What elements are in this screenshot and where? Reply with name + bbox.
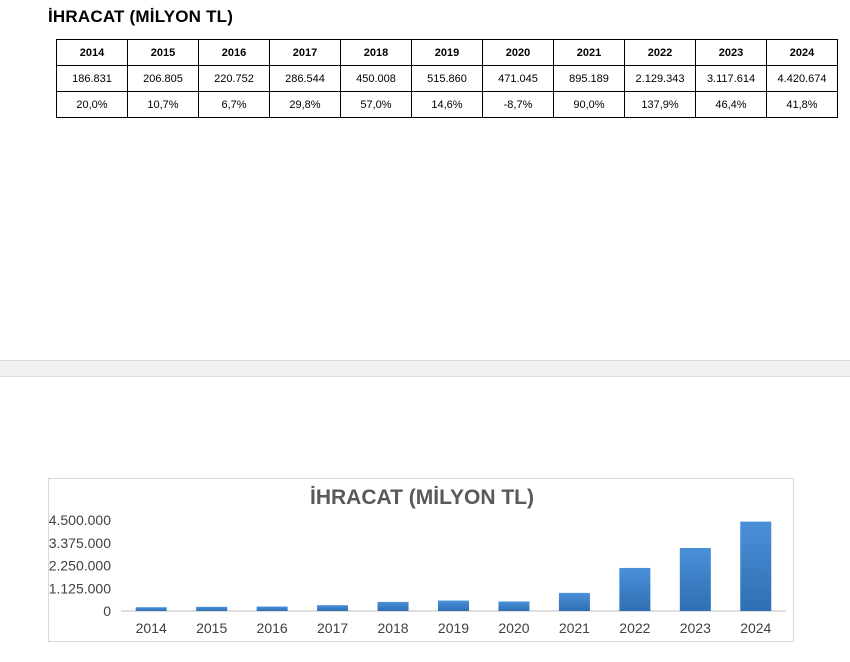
bar-2023 bbox=[679, 547, 711, 611]
bar-2018 bbox=[377, 601, 409, 611]
table-year-cell: 2024 bbox=[766, 39, 838, 66]
bar-2017 bbox=[317, 605, 349, 611]
table-growth-cell: 46,4% bbox=[695, 91, 767, 118]
y-tick-label: 0 bbox=[103, 603, 111, 619]
bar-2021 bbox=[558, 592, 590, 611]
table-growth-cell: 6,7% bbox=[198, 91, 270, 118]
table-year-cell: 2016 bbox=[198, 39, 270, 66]
table-growth-row: 20,0% 10,7% 6,7% 29,8% 57,0% 14,6% -8,7% 90,0% 1… bbox=[56, 91, 838, 118]
bar-2019 bbox=[438, 600, 469, 611]
bar-2015 bbox=[196, 606, 228, 611]
table-growth-cell: 29,8% bbox=[269, 91, 341, 118]
table-growth-cell: 41,8% bbox=[766, 91, 838, 118]
y-tick-label: 4.500.000 bbox=[49, 512, 111, 528]
table-growth-cell: 137,9% bbox=[624, 91, 696, 118]
x-tick-label: 2017 bbox=[317, 620, 348, 636]
x-tick-label: 2020 bbox=[498, 620, 529, 636]
table-value-cell: 2.129.343 bbox=[624, 65, 696, 92]
table-growth-cell: 20,0% bbox=[56, 91, 128, 118]
x-tick-label: 2015 bbox=[196, 620, 227, 636]
table-year-cell: 2017 bbox=[269, 39, 341, 66]
table-value-cell: 895.189 bbox=[553, 65, 625, 92]
table-year-cell: 2015 bbox=[127, 39, 199, 66]
table-value-cell: 4.420.674 bbox=[766, 65, 838, 92]
table-year-cell: 2020 bbox=[482, 39, 554, 66]
x-tick-label: 2018 bbox=[377, 620, 408, 636]
x-tick-label: 2014 bbox=[136, 620, 167, 636]
x-tick-label: 2023 bbox=[680, 620, 711, 636]
chart-title: İHRACAT (MİLYON TL) bbox=[310, 486, 534, 509]
y-tick-label: 3.375.000 bbox=[49, 535, 111, 551]
table-growth-cell: 57,0% bbox=[340, 91, 412, 118]
x-tick-label: 2019 bbox=[438, 620, 469, 636]
table-header-row: 2014 2015 2016 2017 2018 2019 2020 2021 2022 2023… bbox=[56, 39, 838, 66]
x-tick-label: 2016 bbox=[257, 620, 288, 636]
x-tick-label: 2024 bbox=[740, 620, 771, 636]
table-growth-cell: 14,6% bbox=[411, 91, 483, 118]
table-value-cell: 220.752 bbox=[198, 65, 270, 92]
y-tick-label: 1.125.000 bbox=[49, 580, 111, 596]
section-divider bbox=[0, 360, 850, 377]
table-growth-cell: 90,0% bbox=[553, 91, 625, 118]
table-value-cell: 515.860 bbox=[411, 65, 483, 92]
bar-2022 bbox=[619, 567, 651, 611]
bar-2014 bbox=[135, 607, 167, 611]
export-table: 2014 2015 2016 2017 2018 2019 2020 2021 2022 2023… bbox=[56, 39, 838, 118]
table-year-cell: 2023 bbox=[695, 39, 767, 66]
bar-2024 bbox=[740, 521, 772, 611]
x-tick-label: 2022 bbox=[619, 620, 650, 636]
table-year-cell: 2014 bbox=[56, 39, 128, 66]
page-title: İHRACAT (MİLYON TL) bbox=[48, 7, 234, 26]
table-growth-cell: 10,7% bbox=[127, 91, 199, 118]
table-year-cell: 2021 bbox=[553, 39, 625, 66]
chart-frame bbox=[48, 478, 794, 642]
table-growth-cell: -8,7% bbox=[482, 91, 554, 118]
bar-2016 bbox=[256, 606, 288, 611]
table-value-cell: 450.008 bbox=[340, 65, 412, 92]
y-tick-label: 2.250.000 bbox=[49, 558, 111, 574]
bar-2020 bbox=[498, 601, 530, 611]
x-tick-label: 2021 bbox=[559, 620, 590, 636]
